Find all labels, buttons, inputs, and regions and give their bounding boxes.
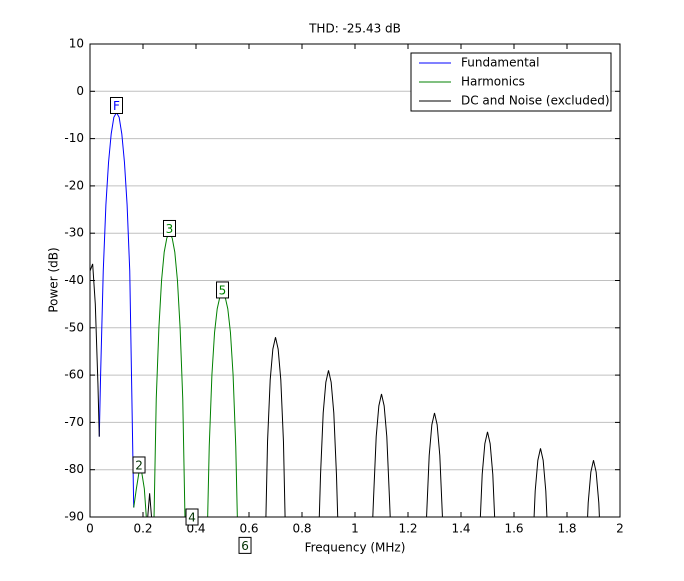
annotation-box — [216, 281, 229, 299]
y-tick-label: -90 — [64, 510, 84, 524]
x-tick-label: 1.8 — [557, 522, 576, 536]
annotation-label: 3 — [166, 222, 174, 236]
x-tick-label: 0.2 — [133, 522, 152, 536]
legend-label: DC and Noise (excluded) — [461, 94, 610, 108]
annotation-label: 2 — [135, 458, 143, 472]
annotation-box — [185, 508, 199, 526]
series-line — [98, 111, 135, 508]
x-tick-label: 2 — [616, 522, 624, 536]
annotation-box — [110, 96, 123, 114]
y-tick-label: -10 — [64, 131, 84, 145]
x-tick-label: 0.8 — [292, 522, 311, 536]
y-tick-label: -50 — [64, 320, 84, 334]
y-tick-label: -20 — [64, 178, 84, 192]
y-tick-label: 10 — [69, 37, 84, 51]
y-tick-label: -40 — [64, 273, 84, 287]
annotation-label: 5 — [219, 283, 227, 297]
y-tick-label: 0 — [76, 84, 84, 98]
x-tick-label: 1.2 — [398, 522, 417, 536]
annotation-label: 4 — [188, 511, 196, 525]
y-axis-label: Power (dB) — [47, 247, 61, 312]
annotation-box — [238, 536, 252, 554]
y-tick-label: -80 — [64, 462, 84, 476]
x-tick-label: 0 — [86, 522, 94, 536]
x-tick-label: 1 — [351, 522, 359, 536]
x-axis-label: Frequency (MHz) — [305, 541, 406, 555]
y-tick-label: -30 — [64, 226, 84, 240]
annotation-label: 6 — [241, 539, 249, 553]
x-tick-label: 0.6 — [239, 522, 258, 536]
y-tick-label: -70 — [64, 415, 84, 429]
x-tick-label: 1.6 — [504, 522, 523, 536]
y-tick-label: -60 — [64, 368, 84, 382]
x-tick-label: 1.4 — [451, 522, 470, 536]
axes-box — [89, 43, 621, 518]
chart-title: THD: -25.43 dB — [308, 22, 401, 36]
annotation-label: F — [113, 99, 120, 113]
annotation-box — [132, 456, 146, 474]
series-line — [90, 263, 600, 517]
legend-label: Fundamental — [461, 56, 540, 70]
legend-label: Harmonics — [461, 75, 525, 89]
annotation-box — [163, 219, 176, 237]
